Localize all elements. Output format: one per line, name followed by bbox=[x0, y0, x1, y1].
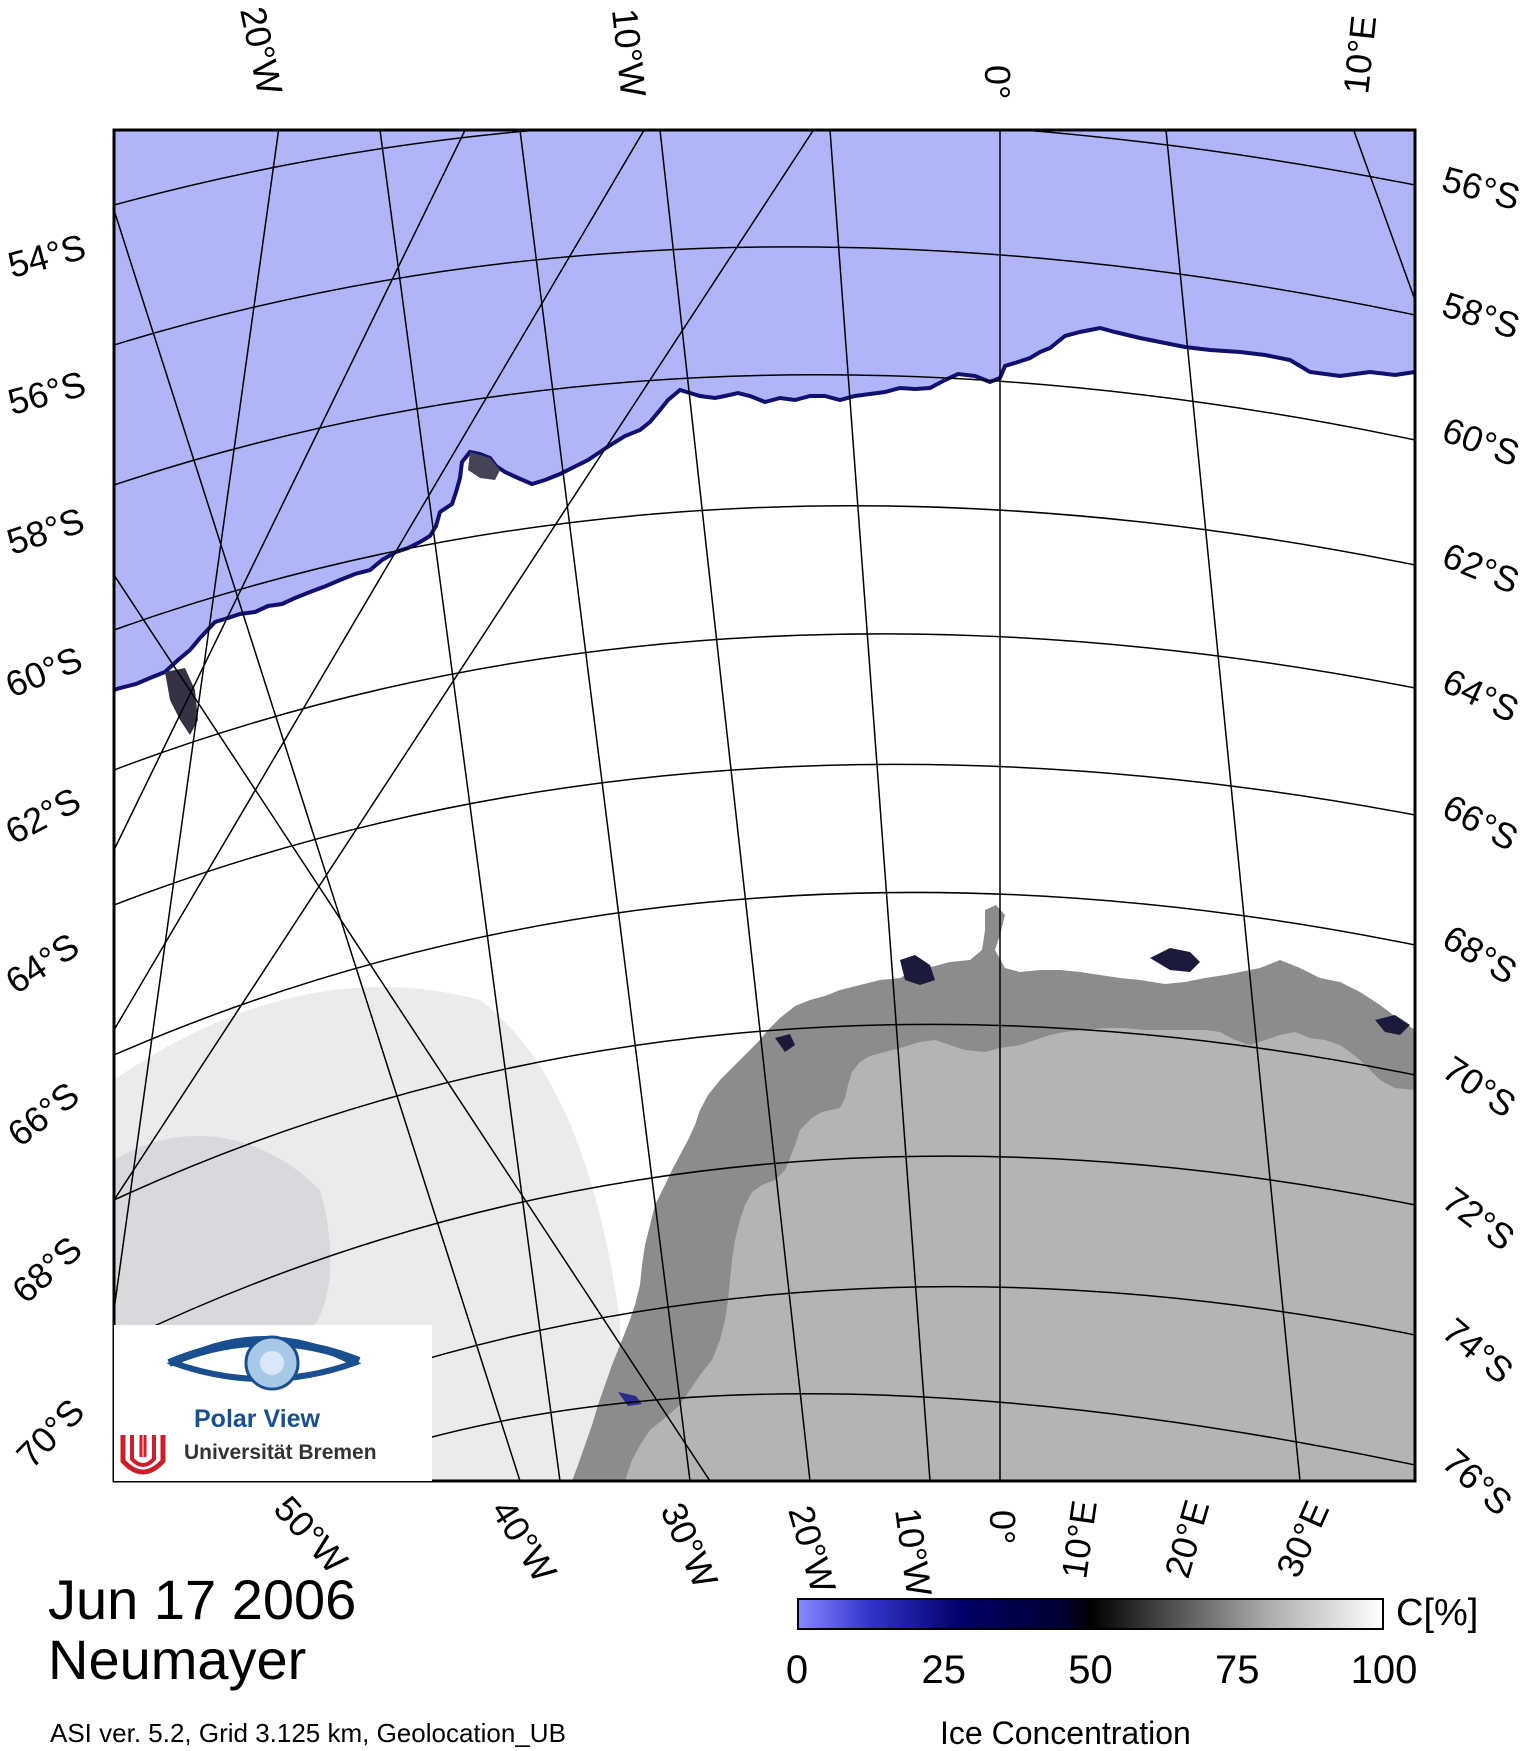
left-lat-label: 60°S bbox=[0, 638, 88, 705]
station-name: Neumayer bbox=[48, 1628, 307, 1691]
bottom-lon-label: 20°E bbox=[1156, 1495, 1217, 1582]
right-lat-label: 76°S bbox=[1435, 1440, 1521, 1523]
ice-concentration-colorbar bbox=[797, 1598, 1384, 1630]
left-lat-label: 66°S bbox=[0, 1074, 87, 1155]
right-lat-label: 58°S bbox=[1438, 284, 1525, 347]
low-concentration-ice-patch bbox=[114, 1136, 331, 1340]
map-frame bbox=[112, 128, 1417, 1483]
low-concentration-ice-patch bbox=[775, 1034, 795, 1052]
left-lat-label: 54°S bbox=[3, 226, 89, 286]
bottom-lon-label: 10°E bbox=[1053, 1498, 1105, 1581]
bottom-lon-label: 30°W bbox=[653, 1497, 726, 1594]
logo-title: Polar View bbox=[194, 1405, 320, 1433]
left-lat-label: 68°S bbox=[4, 1228, 90, 1311]
eye-icon bbox=[166, 1335, 362, 1391]
right-lat-label: 70°S bbox=[1436, 1048, 1524, 1126]
colorbar-unit: C[%] bbox=[1396, 1592, 1479, 1634]
right-lat-label: 64°S bbox=[1437, 660, 1525, 730]
bottom-lon-label: 20°W bbox=[780, 1501, 844, 1597]
low-concentration-ice-patch bbox=[900, 955, 935, 985]
colorbar-tick-label: 75 bbox=[1215, 1648, 1260, 1692]
right-lat-label: 62°S bbox=[1437, 534, 1525, 601]
left-lat-label: 70°S bbox=[8, 1391, 92, 1476]
graticule bbox=[114, 130, 1415, 1481]
left-lat-label: 58°S bbox=[2, 499, 89, 562]
right-lat-label: 72°S bbox=[1435, 1179, 1522, 1259]
colorbar-title: Ice Concentration bbox=[940, 1715, 1191, 1751]
low-concentration-ice-patch bbox=[618, 1392, 642, 1406]
top-lon-label: 10°E bbox=[1335, 14, 1384, 96]
left-lat-label: 62°S bbox=[0, 779, 87, 852]
bottom-lon-label: 30°E bbox=[1268, 1495, 1337, 1583]
right-lat-label: 60°S bbox=[1437, 409, 1525, 474]
land bbox=[625, 1028, 1415, 1481]
right-lat-label: 74°S bbox=[1435, 1310, 1521, 1392]
university-emblem-icon bbox=[120, 1435, 166, 1475]
ice-edge bbox=[114, 325, 1415, 692]
low-concentration-ice-patch bbox=[1150, 948, 1200, 972]
map-date: Jun 17 2006 bbox=[48, 1568, 357, 1631]
top-lon-label: 0° bbox=[977, 65, 1018, 99]
open-water bbox=[114, 130, 1415, 690]
polar-view-logo: Polar View Universität Bremen bbox=[114, 1325, 432, 1481]
product-info: ASI ver. 5.2, Grid 3.125 km, Geolocation… bbox=[50, 1718, 566, 1748]
colorbar-tick-label: 100 bbox=[1350, 1648, 1418, 1692]
university-name: Universität Bremen bbox=[184, 1441, 377, 1464]
bottom-lon-label: 0° bbox=[982, 1510, 1023, 1544]
left-lat-label: 56°S bbox=[3, 363, 89, 423]
right-lat-label: 66°S bbox=[1436, 786, 1525, 859]
colorbar-tick-label: 25 bbox=[921, 1648, 967, 1692]
bottom-lon-label: 40°W bbox=[483, 1493, 565, 1590]
right-lat-label: 56°S bbox=[1438, 158, 1524, 218]
top-lon-label: 10°W bbox=[604, 7, 654, 99]
left-lat-label: 64°S bbox=[0, 925, 86, 1002]
low-concentration-ice-patch bbox=[1375, 1015, 1410, 1035]
top-lon-label: 20°W bbox=[232, 3, 290, 98]
bottom-lon-label: 10°W bbox=[887, 1505, 940, 1598]
colorbar-tick-label: 50 bbox=[1068, 1648, 1113, 1692]
low-concentration-ice-patch bbox=[165, 668, 198, 735]
low-concentration-ice-patch bbox=[468, 452, 500, 480]
right-lat-label: 68°S bbox=[1436, 917, 1524, 993]
colorbar-tick-label: 0 bbox=[785, 1648, 809, 1692]
